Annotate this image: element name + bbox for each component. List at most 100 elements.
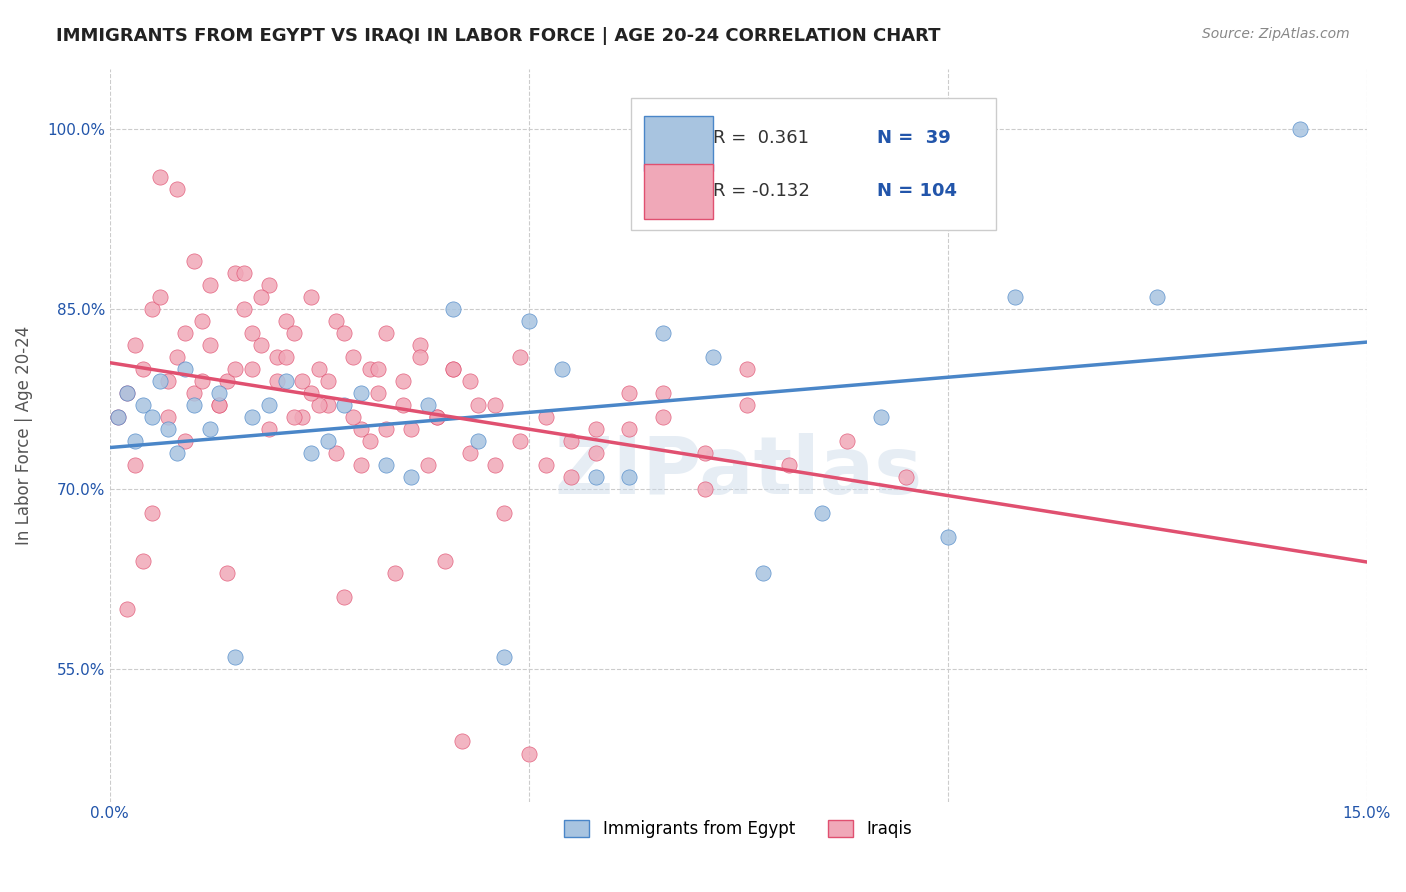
Point bbox=[560, 470, 582, 484]
Point bbox=[274, 374, 297, 388]
Point bbox=[342, 350, 364, 364]
Point bbox=[1004, 290, 1026, 304]
Point bbox=[174, 362, 197, 376]
Point bbox=[401, 422, 423, 436]
Point bbox=[392, 374, 415, 388]
Point bbox=[1146, 290, 1168, 304]
Point bbox=[266, 374, 288, 388]
Point bbox=[149, 290, 172, 304]
Point bbox=[240, 362, 263, 376]
Point bbox=[534, 410, 557, 425]
Point bbox=[274, 350, 297, 364]
Point bbox=[375, 458, 398, 472]
Point bbox=[325, 446, 347, 460]
Point bbox=[217, 374, 239, 388]
Point bbox=[619, 422, 641, 436]
Point bbox=[115, 386, 138, 401]
Point bbox=[359, 434, 381, 448]
Point bbox=[115, 602, 138, 616]
Point bbox=[333, 591, 356, 605]
Point bbox=[350, 422, 373, 436]
Point bbox=[200, 338, 222, 352]
Point bbox=[157, 374, 180, 388]
Point bbox=[458, 374, 481, 388]
Point bbox=[651, 386, 673, 401]
Point bbox=[217, 566, 239, 581]
FancyBboxPatch shape bbox=[631, 98, 995, 230]
Point bbox=[467, 398, 489, 412]
Point bbox=[183, 253, 205, 268]
Point bbox=[274, 314, 297, 328]
Point bbox=[409, 350, 432, 364]
Point bbox=[367, 362, 389, 376]
Point bbox=[141, 410, 163, 425]
Point bbox=[551, 362, 574, 376]
Point bbox=[249, 338, 271, 352]
Point bbox=[342, 410, 364, 425]
Point bbox=[778, 458, 800, 472]
Point bbox=[441, 301, 464, 316]
Point bbox=[132, 362, 155, 376]
Point bbox=[426, 410, 449, 425]
Point bbox=[183, 398, 205, 412]
Point bbox=[333, 398, 356, 412]
Point bbox=[1288, 121, 1310, 136]
Point bbox=[191, 314, 214, 328]
Point bbox=[240, 410, 263, 425]
Point bbox=[492, 650, 515, 665]
Point bbox=[316, 434, 339, 448]
Point bbox=[441, 362, 464, 376]
Point bbox=[291, 410, 314, 425]
Point bbox=[693, 446, 716, 460]
Point bbox=[509, 434, 531, 448]
Point bbox=[560, 434, 582, 448]
Point bbox=[124, 458, 146, 472]
Point bbox=[208, 398, 231, 412]
Point bbox=[200, 422, 222, 436]
Point bbox=[257, 422, 280, 436]
Point bbox=[157, 422, 180, 436]
Text: ZIPatlas: ZIPatlas bbox=[554, 433, 922, 511]
Point bbox=[174, 434, 197, 448]
Point bbox=[467, 434, 489, 448]
Point bbox=[619, 386, 641, 401]
Point bbox=[433, 554, 456, 568]
Point bbox=[183, 386, 205, 401]
Point bbox=[291, 374, 314, 388]
Point bbox=[702, 350, 724, 364]
Point bbox=[266, 350, 288, 364]
Point bbox=[224, 362, 246, 376]
Point bbox=[350, 458, 373, 472]
Point bbox=[107, 410, 129, 425]
Point bbox=[401, 470, 423, 484]
Point bbox=[869, 410, 891, 425]
Point bbox=[735, 398, 758, 412]
Point bbox=[333, 326, 356, 340]
Text: Source: ZipAtlas.com: Source: ZipAtlas.com bbox=[1202, 27, 1350, 41]
Point bbox=[224, 266, 246, 280]
Point bbox=[392, 398, 415, 412]
Point bbox=[149, 169, 172, 184]
Point bbox=[837, 434, 859, 448]
Point bbox=[517, 747, 540, 761]
Point bbox=[200, 277, 222, 292]
Text: IMMIGRANTS FROM EGYPT VS IRAQI IN LABOR FORCE | AGE 20-24 CORRELATION CHART: IMMIGRANTS FROM EGYPT VS IRAQI IN LABOR … bbox=[56, 27, 941, 45]
Point bbox=[585, 470, 607, 484]
Point bbox=[141, 301, 163, 316]
Point bbox=[124, 434, 146, 448]
Point bbox=[132, 398, 155, 412]
Point bbox=[240, 326, 263, 340]
Point bbox=[283, 410, 305, 425]
Point bbox=[359, 362, 381, 376]
Point bbox=[585, 422, 607, 436]
Point bbox=[166, 446, 188, 460]
Point bbox=[752, 566, 775, 581]
Point bbox=[257, 277, 280, 292]
Point bbox=[534, 458, 557, 472]
Point bbox=[811, 506, 834, 520]
Point bbox=[308, 398, 330, 412]
Point bbox=[509, 350, 531, 364]
Point bbox=[651, 326, 673, 340]
Point bbox=[208, 386, 231, 401]
Point bbox=[299, 290, 322, 304]
